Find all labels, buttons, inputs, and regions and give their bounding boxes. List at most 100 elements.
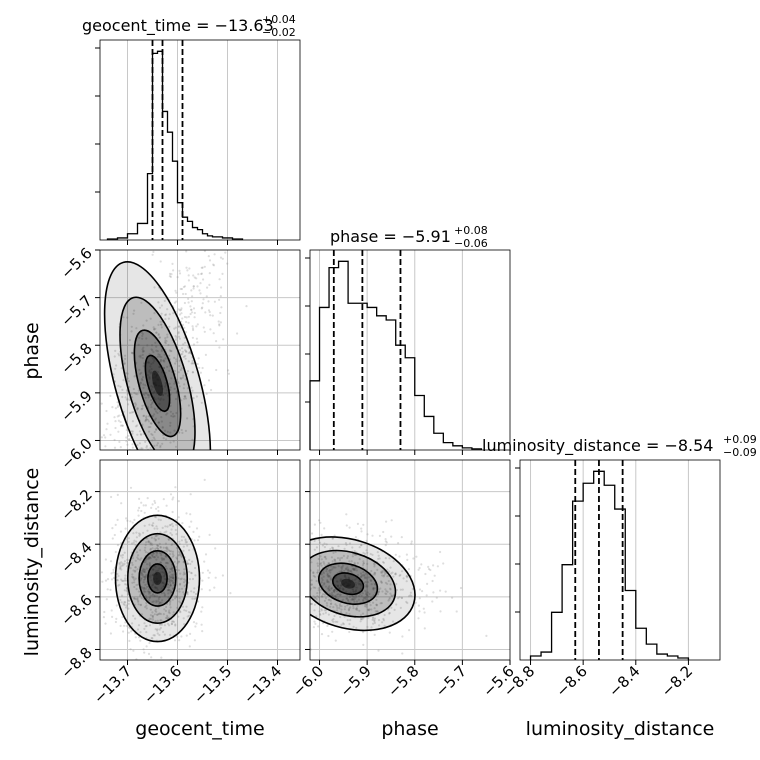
density-phase-luminosity-distance-point-590 xyxy=(336,593,339,596)
density-geocent-time-phase-point-232 xyxy=(180,308,183,311)
density-geocent-time-luminosity-distance-point-756 xyxy=(151,574,154,577)
density-phase-luminosity-distance-point-794 xyxy=(406,558,409,562)
density-geocent-time-phase-point-780 xyxy=(191,389,194,392)
density-geocent-time-phase-point-646 xyxy=(183,285,187,288)
density-geocent-time-luminosity-distance-point-492 xyxy=(151,600,154,604)
density-phase-luminosity-distance-point-12 xyxy=(304,537,306,539)
density-phase-luminosity-distance-point-14 xyxy=(314,622,317,626)
density-phase-luminosity-distance-point-623 xyxy=(385,541,388,544)
density-phase-luminosity-distance-point-809 xyxy=(306,534,308,536)
density-geocent-time-luminosity-distance-point-117 xyxy=(162,585,165,588)
density-geocent-time-luminosity-distance-point-882 xyxy=(167,596,170,599)
density-geocent-time-phase-point-866 xyxy=(189,312,192,316)
density-geocent-time-phase-point-39 xyxy=(125,428,128,432)
density-phase-luminosity-distance-point-258 xyxy=(418,566,421,570)
density-phase-luminosity-distance-point-592 xyxy=(339,578,342,581)
density-phase-luminosity-distance-point-589 xyxy=(324,609,328,612)
density-geocent-time-luminosity-distance-point-66 xyxy=(178,597,181,600)
density-geocent-time-phase-point-754 xyxy=(175,358,178,361)
density-geocent-time-luminosity-distance-point-668 xyxy=(121,562,124,565)
density-phase-luminosity-distance-point-749 xyxy=(302,592,304,594)
density-geocent-time-phase-point-328 xyxy=(137,478,139,480)
density-geocent-time-luminosity-distance-point-224 xyxy=(184,539,187,542)
density-phase-luminosity-distance-point-725 xyxy=(373,633,376,637)
density-geocent-time-luminosity-distance-point-763 xyxy=(123,562,126,566)
density-geocent-time-phase-point-586 xyxy=(119,385,122,388)
density-geocent-time-luminosity-distance-point-159 xyxy=(145,567,148,570)
density-phase-luminosity-distance-point-629 xyxy=(439,550,442,554)
density-geocent-time-phase-point-15 xyxy=(173,415,176,418)
density-geocent-time-phase-point-365 xyxy=(165,438,168,441)
density-geocent-time-luminosity-distance-point-372 xyxy=(194,592,198,596)
density-geocent-time-luminosity-distance-point-749 xyxy=(214,576,217,579)
density-geocent-time-phase-point-430 xyxy=(121,506,123,508)
density-phase-luminosity-distance-point-202 xyxy=(310,569,312,572)
density-phase-luminosity-distance-point-573 xyxy=(401,570,404,573)
density-geocent-time-luminosity-distance-point-852 xyxy=(186,544,189,547)
density-phase-luminosity-distance-point-143 xyxy=(295,587,297,589)
density-geocent-time-luminosity-distance-point-732 xyxy=(186,562,189,566)
density-geocent-time-luminosity-distance-point-794 xyxy=(183,609,186,612)
density-phase-luminosity-distance-point-123 xyxy=(310,558,312,561)
density-phase-luminosity-distance-point-471 xyxy=(323,599,326,603)
density-geocent-time-phase-point-94 xyxy=(192,397,195,400)
density-geocent-time-phase-point-381 xyxy=(147,361,150,364)
density-geocent-time-phase-point-165 xyxy=(104,445,107,448)
density-geocent-time-luminosity-distance-point-474 xyxy=(147,556,150,559)
density-phase-luminosity-distance-point-634 xyxy=(358,546,361,549)
density-phase-luminosity-distance-point-820 xyxy=(378,624,381,627)
density-geocent-time-phase-point-27 xyxy=(112,481,114,483)
density-phase-luminosity-distance-point-406 xyxy=(337,565,340,568)
density-geocent-time-luminosity-distance-point-341 xyxy=(174,565,178,569)
density-phase-luminosity-distance-point-610 xyxy=(343,608,346,611)
density-phase-luminosity-distance-point-467 xyxy=(283,577,285,579)
density-geocent-time-phase-point-867 xyxy=(153,390,156,393)
density-geocent-time-phase-point-151 xyxy=(130,351,133,354)
density-geocent-time-phase-point-238 xyxy=(198,366,201,369)
density-geocent-time-phase-point-707 xyxy=(128,438,131,441)
density-phase-luminosity-distance-point-466 xyxy=(315,615,318,618)
density-geocent-time-luminosity-distance-point-396 xyxy=(174,486,177,489)
density-geocent-time-phase-point-75 xyxy=(173,429,176,432)
density-geocent-time-phase-point-515 xyxy=(190,308,193,311)
density-geocent-time-luminosity-distance-point-220 xyxy=(116,544,120,547)
density-phase-luminosity-distance-point-744 xyxy=(431,600,434,603)
density-phase-luminosity-distance-point-649 xyxy=(336,557,340,560)
density-geocent-time-luminosity-distance-point-715 xyxy=(176,635,179,638)
density-geocent-time-luminosity-distance-point-593 xyxy=(154,628,157,631)
density-geocent-time-phase-point-293 xyxy=(158,402,161,405)
density-geocent-time-phase-point-12 xyxy=(159,358,162,361)
density-geocent-time-phase-point-448 xyxy=(100,436,103,439)
density-geocent-time-phase-point-732 xyxy=(143,393,146,396)
density-phase-luminosity-distance-point-739 xyxy=(380,581,383,584)
density-phase-luminosity-distance-point-306 xyxy=(370,608,373,611)
density-geocent-time-phase-point-822 xyxy=(180,307,183,310)
density-geocent-time-phase-point-594 xyxy=(173,369,176,373)
density-geocent-time-phase-point-708 xyxy=(139,453,141,455)
density-geocent-time-phase-point-606 xyxy=(123,487,125,489)
density-geocent-time-phase-point-474 xyxy=(152,361,155,364)
density-geocent-time-luminosity-distance-point-599 xyxy=(106,588,109,591)
density-phase-luminosity-distance-point-476 xyxy=(327,586,330,589)
density-geocent-time-phase-point-522 xyxy=(187,297,190,300)
density-geocent-time-phase-point-231 xyxy=(118,541,120,543)
density-geocent-time-luminosity-distance-point-875 xyxy=(184,541,187,544)
density-phase-luminosity-distance-point-857 xyxy=(429,568,432,572)
density-geocent-time-phase-point-316 xyxy=(190,311,194,314)
density-geocent-time-phase-point-247 xyxy=(160,397,163,400)
density-phase-luminosity-distance-point-496 xyxy=(362,551,365,555)
density-geocent-time-luminosity-distance-point-19 xyxy=(159,612,162,616)
density-phase-luminosity-distance-xtick-label-0: −6.0 xyxy=(289,662,327,700)
density-phase-luminosity-distance-point-741 xyxy=(343,547,346,550)
density-geocent-time-phase-point-539 xyxy=(131,432,134,435)
density-geocent-time-phase-point-487 xyxy=(148,370,151,373)
density-geocent-time-phase-point-166 xyxy=(183,395,186,398)
density-geocent-time-phase-point-724 xyxy=(124,531,126,533)
density-geocent-time-phase-point-209 xyxy=(169,441,172,444)
density-phase-luminosity-distance-point-557 xyxy=(304,599,306,601)
density-geocent-time-luminosity-distance-point-291 xyxy=(178,588,181,591)
density-geocent-time-luminosity-distance-point-854 xyxy=(156,556,160,559)
density-geocent-time-phase-contour-1 xyxy=(119,296,196,450)
density-phase-luminosity-distance-point-669 xyxy=(417,604,420,607)
density-phase-luminosity-distance-point-50 xyxy=(362,574,365,577)
